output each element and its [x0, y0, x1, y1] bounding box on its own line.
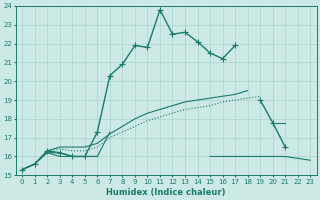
X-axis label: Humidex (Indice chaleur): Humidex (Indice chaleur)	[107, 188, 226, 197]
